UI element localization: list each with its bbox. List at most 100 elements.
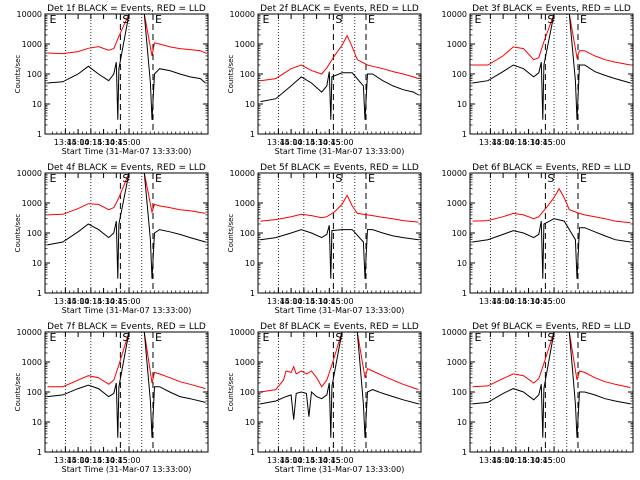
time-marker-label: E	[263, 331, 270, 344]
y-tick-label: 1	[462, 130, 467, 139]
y-tick-label: 10	[457, 418, 467, 427]
x-tick-label: 14:30	[517, 297, 540, 306]
x-tick-label: 15:00	[543, 138, 566, 147]
y-tick-label: 1000	[22, 40, 42, 49]
x-tick-label: 14:00	[492, 138, 515, 147]
plot-frame	[469, 331, 634, 453]
plot-frame	[44, 172, 209, 294]
y-tick-label: 1000	[235, 40, 255, 49]
time-marker-label: S	[547, 331, 554, 344]
y-tick-label: 100	[240, 229, 255, 238]
time-marker-label: S	[335, 172, 342, 185]
time-marker-label: S	[122, 331, 129, 344]
time-marker-label: E	[368, 331, 375, 344]
panel-title: Det 5f BLACK = Events, RED = LLD	[260, 163, 419, 173]
x-tick-label: 14:30	[92, 138, 115, 147]
panel-title: Det 8f BLACK = Events, RED = LLD	[260, 322, 419, 332]
x-tick-label: 13:45	[479, 456, 502, 465]
x-tick-label: 13:45	[267, 297, 290, 306]
x-tick-label: 14:15	[292, 456, 315, 465]
x-tick-label: 14:15	[504, 138, 527, 147]
time-marker-label: E	[368, 13, 375, 26]
time-marker-label: S	[122, 172, 129, 185]
time-marker-label: E	[50, 172, 57, 185]
plot-frame	[257, 172, 422, 294]
time-marker-label: E	[155, 331, 162, 344]
lld-series-line	[260, 331, 419, 393]
y-tick-label: 100	[452, 70, 467, 79]
y-tick-label: 10	[245, 100, 255, 109]
events-series-line	[47, 172, 206, 279]
time-marker-label: E	[580, 13, 587, 26]
lld-series-line	[260, 194, 419, 223]
x-axis-label: Start Time (31-Mar-07 13:33:00)	[275, 306, 405, 315]
time-marker-label: E	[50, 13, 57, 26]
y-axis-label: Counts/sec	[14, 55, 22, 94]
x-tick-label: 15:00	[118, 138, 141, 147]
panel-title: Det 2f BLACK = Events, RED = LLD	[260, 4, 419, 14]
x-tick-label: 14:00	[492, 297, 515, 306]
x-tick-label: 14:15	[292, 297, 315, 306]
time-marker-label: E	[580, 172, 587, 185]
time-marker-label: S	[547, 172, 554, 185]
y-tick-label: 1	[250, 130, 255, 139]
x-tick-label: 14:15	[79, 138, 102, 147]
x-tick-label: 14:30	[517, 138, 540, 147]
x-tick-label: 14:15	[504, 456, 527, 465]
y-tick-label: 1	[37, 289, 42, 298]
y-tick-label: 100	[240, 70, 255, 79]
y-tick-label: 1	[250, 289, 255, 298]
time-marker-label: S	[335, 13, 342, 26]
x-tick-label: 13:45	[54, 138, 77, 147]
y-tick-label: 10	[457, 100, 467, 109]
x-tick-label: 14:30	[92, 456, 115, 465]
y-tick-label: 10000	[17, 328, 42, 337]
y-tick-label: 100	[27, 229, 42, 238]
x-tick-label: 14:15	[79, 297, 102, 306]
x-tick-label: 14:15	[79, 456, 102, 465]
events-series-line	[472, 13, 631, 120]
x-tick-label: 14:45	[105, 297, 128, 306]
events-series-line	[260, 225, 419, 279]
y-tick-label: 10	[245, 418, 255, 427]
x-tick-label: 13:45	[479, 138, 502, 147]
y-tick-label: 10	[457, 259, 467, 268]
x-axis-label: Start Time (31-Mar-07 13:33:00)	[62, 465, 192, 474]
panel-title: Det 9f BLACK = Events, RED = LLD	[472, 322, 631, 332]
x-tick-label: 13:45	[267, 456, 290, 465]
x-tick-label: 14:15	[504, 297, 527, 306]
x-tick-label: 15:00	[118, 456, 141, 465]
y-tick-label: 1000	[235, 358, 255, 367]
y-tick-label: 100	[27, 388, 42, 397]
time-marker-label: S	[335, 331, 342, 344]
events-series-line	[47, 331, 206, 438]
panel-title: Det 4f BLACK = Events, RED = LLD	[47, 163, 206, 173]
events-series-line	[472, 218, 631, 279]
y-tick-label: 10	[32, 259, 42, 268]
y-tick-label: 100	[452, 229, 467, 238]
y-tick-label: 1	[37, 448, 42, 457]
y-tick-label: 1000	[22, 199, 42, 208]
y-tick-label: 10000	[17, 169, 42, 178]
y-tick-label: 1000	[447, 40, 467, 49]
time-marker-label: E	[50, 331, 57, 344]
panel-title: Det 3f BLACK = Events, RED = LLD	[472, 4, 631, 14]
y-tick-label: 100	[452, 388, 467, 397]
x-tick-label: 14:00	[67, 297, 90, 306]
x-tick-label: 14:00	[67, 138, 90, 147]
y-tick-label: 1	[462, 448, 467, 457]
time-marker-label: E	[263, 13, 270, 26]
x-tick-label: 13:45	[479, 297, 502, 306]
y-tick-label: 1	[37, 130, 42, 139]
x-tick-label: 14:45	[105, 456, 128, 465]
time-marker-label: E	[368, 172, 375, 185]
panel-title: Det 1f BLACK = Events, RED = LLD	[47, 4, 206, 14]
plot-frame	[257, 331, 422, 453]
x-tick-label: 15:00	[118, 297, 141, 306]
